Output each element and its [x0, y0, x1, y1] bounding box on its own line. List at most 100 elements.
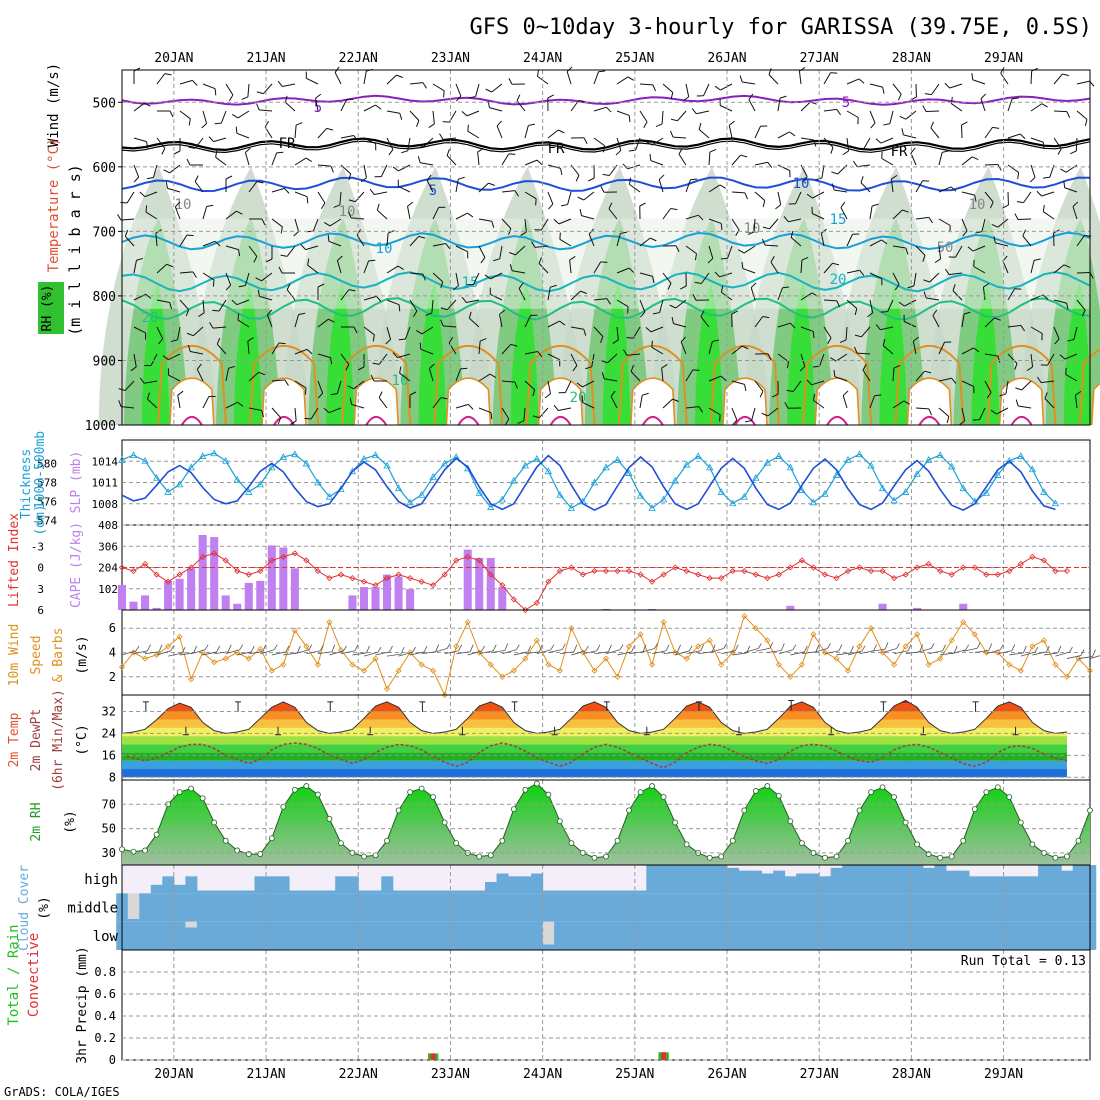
thickness-point [440, 459, 449, 467]
wind-barb [133, 293, 152, 301]
wind-speed-point [395, 667, 402, 674]
wind-barb-10m-flag [884, 642, 889, 650]
wind-barb-10m-flag [515, 644, 520, 650]
wind-barb [426, 174, 434, 193]
wind-barb-staff [501, 407, 510, 420]
wind-barb [948, 245, 963, 258]
wind-barb [518, 282, 526, 301]
wind-barb-staff [404, 326, 411, 340]
wind-barb [179, 110, 191, 126]
wind-speed-point [1040, 637, 1047, 644]
date-label-bottom: 28JAN [892, 1067, 931, 1082]
wind-barb-flag [517, 420, 525, 424]
wind-barb-flag [164, 73, 172, 76]
wind-barb [1007, 288, 1022, 301]
cloud-cover-bar [1072, 865, 1085, 894]
wind-barb [304, 407, 319, 420]
wind-barb-staff [399, 372, 411, 382]
wind-barb [1007, 164, 1020, 180]
cloud-cover-bar [669, 865, 682, 894]
wind-barb-flag [448, 336, 454, 344]
wind-barb-10m-flag [1080, 649, 1085, 656]
wind-barb-staff [984, 380, 992, 393]
thickness-point [544, 467, 553, 475]
wind-barb-staff [700, 272, 710, 284]
wind-barb-10m [398, 651, 413, 657]
wind-barb [1044, 392, 1055, 409]
wind-barb-flag [806, 193, 813, 199]
wind-barb [747, 218, 756, 236]
wind-barb-flag [812, 331, 815, 339]
wind-barb-10m [1078, 656, 1093, 659]
cloud-cover-bar [565, 890, 578, 894]
wind-barb-staff [1022, 235, 1032, 247]
wind-barb-flag [488, 182, 495, 186]
wind-barb-flag [922, 180, 930, 182]
thickness-point [913, 470, 921, 477]
wind-barb-staff [156, 73, 166, 85]
cloud-cover-bar [611, 893, 624, 922]
cloud-cover-bar [508, 921, 521, 950]
wind-barb-10m-flag [896, 643, 900, 649]
wind-speed-point [925, 661, 932, 668]
wind-barb-flag [188, 146, 196, 149]
wind-barb-staff [294, 157, 307, 166]
wind-barb-flag [761, 412, 768, 417]
wind-barb-10m [456, 651, 471, 655]
credit-label: GrADS: COLA/IGES [4, 1085, 120, 1099]
contour-label: FR [279, 136, 296, 152]
wind-barb-flag [579, 208, 582, 216]
wind-speed-point [971, 631, 978, 638]
wind-barb-flag [228, 94, 234, 102]
wind-barb-10m [317, 651, 332, 655]
wind-barb [761, 407, 779, 417]
wind-barb-staff [949, 83, 963, 89]
wind-barb [770, 256, 779, 274]
wind-barb [333, 191, 342, 208]
cape-bar [348, 595, 357, 610]
wind-barb-staff [840, 207, 848, 220]
wind-barb [938, 377, 957, 384]
cloud-cover-bar [1015, 921, 1028, 950]
wind-barb-staff [593, 261, 602, 274]
thickness-tick-label: 580 [37, 458, 57, 471]
wind-barb-staff [558, 218, 572, 225]
wind-barb [144, 353, 158, 367]
wind-barb-flag [1067, 339, 1074, 342]
li-point [948, 571, 955, 578]
li-point [372, 582, 379, 589]
wind-barb-flag [875, 138, 882, 144]
cloud-cover-bar [634, 893, 647, 922]
rh-point [914, 841, 921, 848]
wind-barb [1030, 326, 1043, 341]
wind-barb-staff [271, 152, 278, 166]
wind-barb-staff [754, 191, 766, 201]
wind-barb-staff [329, 218, 342, 227]
wind-speed-point [176, 633, 183, 640]
isotherm-30-loop [1090, 382, 1100, 426]
wind-barb-flag [959, 420, 966, 426]
wind-barb [409, 272, 426, 281]
wind-barb [649, 153, 664, 166]
wind-barb [683, 83, 690, 102]
wind-barb-10m-flag [1057, 645, 1062, 654]
cloud-cover-bar [888, 865, 901, 894]
wind-barb-staff [659, 299, 664, 313]
wind-barb-10m-flag [366, 645, 370, 654]
date-label-top: 22JAN [339, 51, 378, 66]
wind-barb-staff [961, 347, 974, 355]
wind-speed-point [487, 661, 494, 668]
wind-barb-flag [738, 249, 745, 254]
wind-barb-flag [293, 231, 299, 237]
wind-barb-flag [1060, 168, 1067, 173]
wind-barb [1053, 110, 1071, 119]
wind-barb-flag [368, 259, 376, 262]
wind-barb-flag [831, 183, 835, 191]
wind-barb-flag [623, 349, 628, 356]
wind-barb-staff [169, 164, 181, 174]
wind-barb-staff [1043, 211, 1055, 220]
date-label-bottom: 26JAN [707, 1067, 746, 1082]
wind-barb-flag [398, 338, 406, 341]
wind-barb [363, 259, 376, 274]
wind-barb-flag [944, 341, 952, 343]
